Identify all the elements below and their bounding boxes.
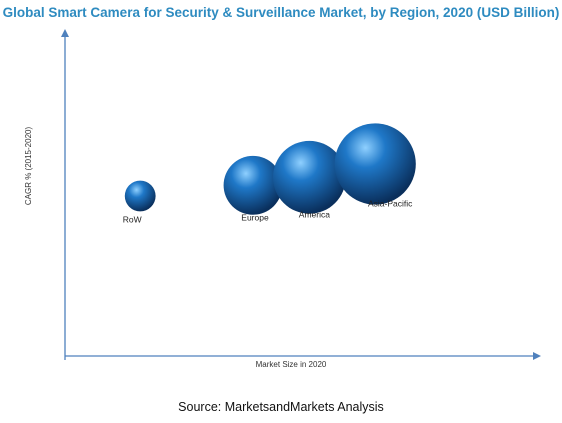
bubble-label-asia-pacific: Asia-Pacific	[368, 199, 413, 209]
bubble-asia-pacific	[334, 123, 416, 205]
bubble-label-america: America	[299, 210, 330, 220]
bubble-label-europe: Europe	[241, 213, 269, 223]
bubbles-layer: RoW Europe America Asia-Pacific	[123, 123, 416, 224]
y-axis-arrow	[61, 29, 69, 37]
chart-title: Global Smart Camera for Security & Surve…	[2, 5, 560, 20]
source-note: Source: MarketsandMarkets Analysis	[178, 400, 384, 414]
bubble-row	[124, 180, 156, 212]
bubble-europe	[223, 155, 283, 215]
y-axis-label: CAGR % (2015-2020)	[24, 127, 33, 206]
x-axis-label: Market Size in 2020	[256, 360, 327, 369]
x-axis-arrow	[533, 352, 541, 360]
bubble-label-row: RoW	[123, 214, 142, 224]
bubble-america	[273, 140, 346, 214]
chart-axes	[61, 29, 541, 360]
